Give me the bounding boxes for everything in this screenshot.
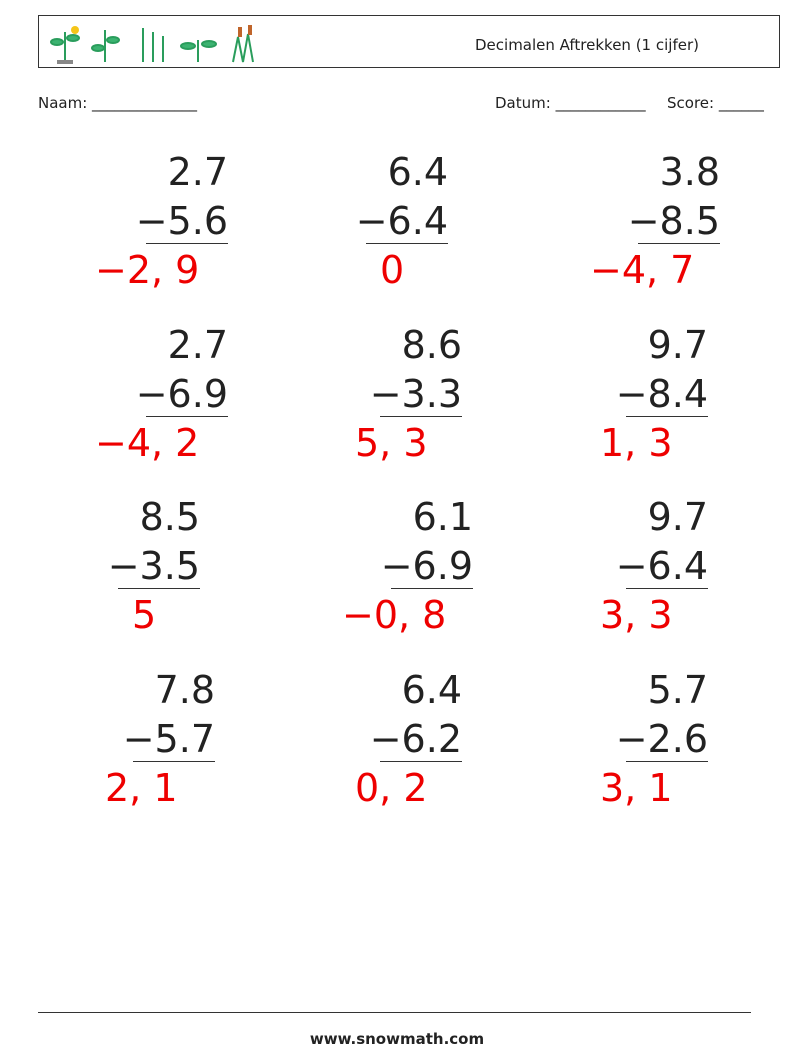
bottom-number: −5.7 — [122, 716, 215, 761]
answer-line — [626, 760, 708, 762]
answer-line — [146, 243, 228, 244]
top-number: 2.7 — [167, 150, 228, 194]
answer: 1, 3 — [600, 420, 673, 465]
top-number: 6.4 — [387, 150, 448, 194]
date-field: Datum: ____________ — [495, 94, 646, 112]
top-number: 9.7 — [647, 322, 708, 367]
answer-line — [626, 588, 708, 589]
top-number: 8.5 — [139, 495, 200, 539]
name-field: Naam: ______________ — [38, 94, 198, 112]
top-number: 5.7 — [647, 667, 708, 712]
answer: 2, 1 — [105, 765, 178, 810]
bottom-number: −3.5 — [107, 544, 200, 588]
top-number: 3.8 — [659, 150, 720, 194]
bottom-number: −5.6 — [135, 199, 228, 243]
header-box: Decimalen Aftrekken (1 cijfer) — [38, 15, 780, 68]
bottom-number: −6.9 — [135, 371, 228, 416]
answer-line — [146, 415, 228, 417]
bottom-number: −8.5 — [627, 199, 720, 243]
answer: −4, 2 — [95, 420, 200, 465]
answer: 0 — [380, 248, 405, 292]
answer-line — [118, 588, 200, 589]
answer: 3, 3 — [600, 593, 673, 637]
bottom-number: −6.4 — [615, 544, 708, 588]
answer-line — [380, 415, 462, 417]
bottom-number: −2.6 — [615, 716, 708, 761]
answer-line — [366, 243, 448, 244]
answer-line — [626, 415, 708, 417]
top-number: 6.1 — [412, 495, 473, 539]
bottom-number: −3.3 — [369, 371, 462, 416]
answer-line — [638, 243, 720, 244]
top-number: 6.4 — [401, 667, 462, 712]
top-number: 2.7 — [167, 322, 228, 367]
answer-line — [391, 588, 473, 589]
answer: 0, 2 — [355, 765, 428, 810]
plant-icons — [50, 25, 254, 64]
bottom-number: −6.4 — [355, 199, 448, 243]
score-field: Score: ______ — [667, 94, 764, 112]
answer-line — [133, 760, 215, 762]
footer-rule — [38, 1012, 751, 1013]
bottom-number: −8.4 — [615, 371, 708, 416]
worksheet-title: Decimalen Aftrekken (1 cijfer) — [475, 36, 699, 54]
answer-line — [380, 760, 462, 762]
top-number: 9.7 — [647, 495, 708, 539]
answer: 5, 3 — [355, 420, 428, 465]
bottom-number: −6.2 — [369, 716, 462, 761]
answer: 5 — [132, 593, 157, 637]
answer: 3, 1 — [600, 765, 673, 810]
answer: −4, 7 — [590, 248, 695, 292]
answer: −0, 8 — [342, 593, 447, 637]
answer: −2, 9 — [95, 248, 200, 292]
bottom-number: −6.9 — [380, 544, 473, 588]
top-number: 8.6 — [401, 322, 462, 367]
top-number: 7.8 — [154, 667, 215, 712]
footer-site: www.snowmath.com — [309, 1030, 485, 1048]
